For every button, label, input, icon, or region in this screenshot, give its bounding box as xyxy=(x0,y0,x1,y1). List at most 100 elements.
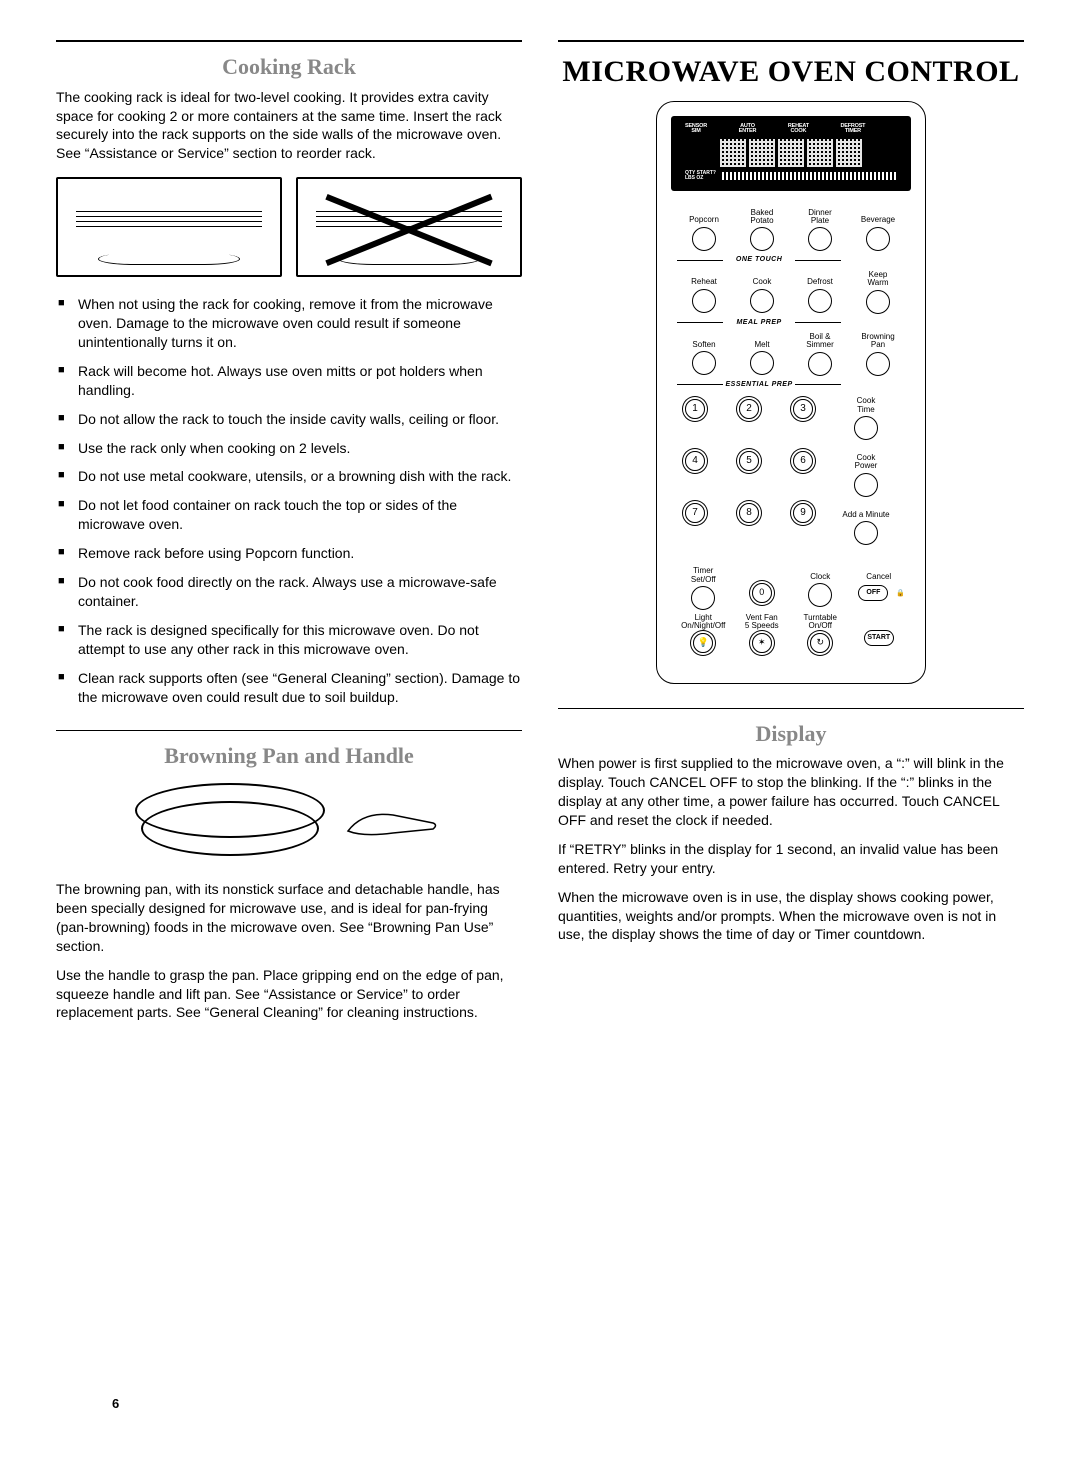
browning-p2: Use the handle to grasp the pan. Place g… xyxy=(56,966,522,1023)
button-label: Baked Potato xyxy=(735,209,789,226)
side-button[interactable]: Add a Minute xyxy=(827,511,905,545)
one-touch-button[interactable]: Popcorn xyxy=(677,209,731,252)
button-label: Clock xyxy=(794,567,847,581)
button-label: Melt xyxy=(735,333,789,349)
button-label: Cook Power xyxy=(827,454,905,471)
meal-prep-button[interactable]: Keep Warm xyxy=(851,271,905,314)
list-item: Do not let food container on rack touch … xyxy=(56,496,522,534)
pan-icon xyxy=(135,779,325,864)
display-p3: When the microwave oven is in use, the d… xyxy=(558,888,1024,945)
meal-prep-button[interactable]: Cook xyxy=(735,271,789,314)
turntable-button[interactable]: Turntable On/Off ↻ xyxy=(794,614,847,655)
button-label: Light On/Night/Off xyxy=(677,614,730,631)
button-circle-icon xyxy=(854,416,878,440)
essential-button[interactable]: Boil & Simmer xyxy=(793,333,847,376)
button-label: Defrost xyxy=(793,271,847,287)
list-item: Do not use metal cookware, utensils, or … xyxy=(56,467,522,486)
button-label: Timer Set/Off xyxy=(677,567,730,584)
display-indicator: AUTO ENTER xyxy=(739,124,757,135)
button-label: Cancel xyxy=(853,567,906,581)
mid-rule-right xyxy=(558,708,1024,709)
display-screen: SENSOR SIMAUTO ENTERREHEAT COOKDEFROST T… xyxy=(671,116,911,191)
one-touch-button[interactable]: Dinner Plate xyxy=(793,209,847,252)
meal-prep-button[interactable]: Defrost xyxy=(793,271,847,314)
button-label: Cook Time xyxy=(827,397,905,414)
button-circle-icon xyxy=(866,290,890,314)
lock-icon: 🔒 xyxy=(896,590,905,597)
meal-prep-button[interactable]: Reheat xyxy=(677,271,731,314)
meal-prep-section-label: MEAL PREP xyxy=(677,318,841,327)
numeric-keypad: 1 2 3 45 6 78 9 xyxy=(677,397,821,559)
light-button[interactable]: Light On/Night/Off 💡 xyxy=(677,614,730,655)
button-circle-icon xyxy=(692,227,716,251)
button-label: Beverage xyxy=(851,209,905,225)
key-circle-icon: 0 xyxy=(752,583,772,603)
list-item: Use the rack only when cooking on 2 leve… xyxy=(56,439,522,458)
browning-pan-illustration xyxy=(56,779,522,864)
one-touch-button[interactable]: Beverage xyxy=(851,209,905,252)
button-circle-icon xyxy=(692,351,716,375)
list-item: Do not cook food directly on the rack. A… xyxy=(56,573,522,611)
button-circle-icon xyxy=(750,227,774,251)
browning-p1: The browning pan, with its nonstick surf… xyxy=(56,880,522,956)
button-label xyxy=(736,567,789,581)
list-item: Do not allow the rack to touch the insid… xyxy=(56,410,522,429)
vent-fan-button[interactable]: Vent Fan 5 Speeds✶ xyxy=(736,614,789,655)
keypad-1[interactable]: 1 xyxy=(677,397,713,439)
button-label: Soften xyxy=(677,333,731,349)
control-panel: SENSOR SIMAUTO ENTERREHEAT COOKDEFROST T… xyxy=(656,101,926,684)
button-label: Browning Pan xyxy=(851,333,905,350)
display-heading: Display xyxy=(558,719,1024,749)
off-pill: OFF xyxy=(858,585,888,601)
oven-correct-icon xyxy=(56,177,282,277)
button-label: Cook xyxy=(735,271,789,287)
start-pill: START xyxy=(864,630,894,646)
keypad-7[interactable]: 7 xyxy=(677,501,713,543)
essential-prep-section-label: ESSENTIAL PREP xyxy=(677,380,841,389)
button-circle-icon xyxy=(866,352,890,376)
button-label: Popcorn xyxy=(677,209,731,225)
display-bars-icon xyxy=(722,172,897,180)
start-button[interactable]: START xyxy=(853,614,906,655)
clock-button[interactable]: Clock xyxy=(794,567,847,610)
control-title: MICROWAVE OVEN CONTROL xyxy=(558,52,1024,93)
keypad-8[interactable]: 8 xyxy=(731,501,767,543)
list-item: Clean rack supports often (see “General … xyxy=(56,669,522,707)
keypad-9[interactable]: 9 xyxy=(785,501,821,543)
button-label: Turntable On/Off xyxy=(794,614,847,631)
button-label: Add a Minute xyxy=(827,511,905,519)
keypad-3[interactable]: 3 xyxy=(785,397,821,439)
keypad-6[interactable]: 6 xyxy=(785,449,821,491)
button-label: Keep Warm xyxy=(851,271,905,288)
essential-button[interactable]: Browning Pan xyxy=(851,333,905,376)
mid-rule-left xyxy=(56,730,522,731)
timer-button[interactable]: Timer Set/Off xyxy=(677,567,730,610)
keypad-2[interactable]: 2 xyxy=(731,397,767,439)
button-circle-icon xyxy=(750,289,774,313)
side-button[interactable]: Cook Power xyxy=(827,454,905,497)
key-circle-icon: 6 xyxy=(793,451,813,471)
keypad-0[interactable]: 0 xyxy=(736,567,789,610)
button-circle-icon xyxy=(866,227,890,251)
button-circle-icon xyxy=(854,521,878,545)
key-circle-icon: 2 xyxy=(739,399,759,419)
one-touch-button[interactable]: Baked Potato xyxy=(735,209,789,252)
list-item: The rack is designed specifically for th… xyxy=(56,621,522,659)
button-label xyxy=(853,614,906,628)
button-circle-icon xyxy=(808,227,832,251)
display-qty-label: QTY START? LBS OZ xyxy=(685,171,716,181)
side-button[interactable]: Cook Time xyxy=(827,397,905,440)
button-circle-icon xyxy=(808,289,832,313)
key-circle-icon: 1 xyxy=(685,399,705,419)
essential-button[interactable]: Melt xyxy=(735,333,789,376)
button-circle-icon: ↻ xyxy=(810,633,830,653)
button-circle-icon: 💡 xyxy=(693,633,713,653)
handle-icon xyxy=(343,801,443,843)
cancel-off-button[interactable]: Cancel OFF 🔒 xyxy=(853,567,906,610)
button-circle-icon xyxy=(808,352,832,376)
keypad-4[interactable]: 4 xyxy=(677,449,713,491)
essential-button[interactable]: Soften xyxy=(677,333,731,376)
key-circle-icon: 9 xyxy=(793,503,813,523)
keypad-5[interactable]: 5 xyxy=(731,449,767,491)
oven-illustrations xyxy=(56,177,522,277)
